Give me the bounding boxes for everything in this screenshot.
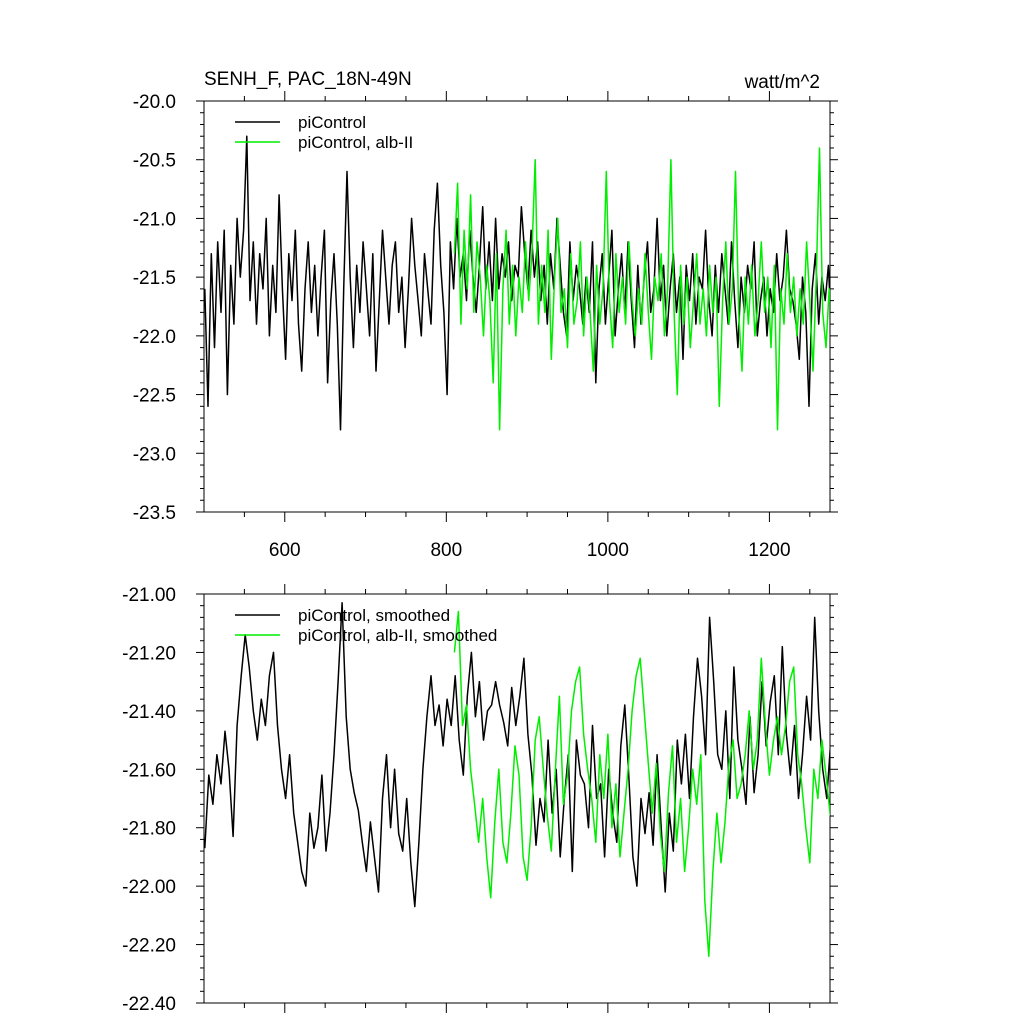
y-tick-label: -23.5 [133,503,176,524]
y-tick-label: -21.5 [133,268,176,289]
plot-frame [203,593,831,1004]
y-tick-label: -22.20 [122,936,176,957]
series-line-control [204,602,830,908]
y-tick-label: -21.60 [122,760,176,781]
series-line-control [204,135,830,431]
y-tick-label: -21.00 [122,585,176,606]
y-tick-label: -23.0 [133,444,176,465]
y-tick-label: -21.40 [122,702,176,723]
x-tick-label: 800 [430,540,462,561]
y-tick-label: -22.40 [122,994,176,1015]
y-tick-label: -20.0 [133,92,176,113]
y-tick-label: -21.80 [122,819,176,840]
y-tick-label: -21.0 [133,209,176,230]
chart-title: SENH_F, PAC_18N-49N [204,69,412,90]
chart-units: watt/m^2 [744,72,820,93]
series-line-alb-ii [453,610,830,958]
y-tick-label: -22.5 [133,386,176,407]
x-tick-label: 600 [269,540,301,561]
x-tick-label: 1200 [748,540,790,561]
bottom-panel: -21.00 -21.20 -21.40 -21.60 -21.80 -22.00 -22.… [122,584,838,1015]
series-line-alb-ii [453,147,830,431]
top-panel: -20.0 -20.5 -21.0 -21.5 -22.0 -22.5 -23.0 -23.5… [133,91,838,561]
x-tick-label: 1000 [587,540,629,561]
y-tick-label: -21.20 [122,643,176,664]
legend-label: piControl, alb-II, smoothed [298,626,497,645]
y-tick-label: -22.0 [133,327,176,348]
y-tick-label: -22.00 [122,877,176,898]
legend-label: piControl, alb-II [298,133,413,152]
y-tick-label: -20.5 [133,151,176,172]
legend-label: piControl, smoothed [298,606,450,625]
legend-label: piControl [298,113,366,132]
